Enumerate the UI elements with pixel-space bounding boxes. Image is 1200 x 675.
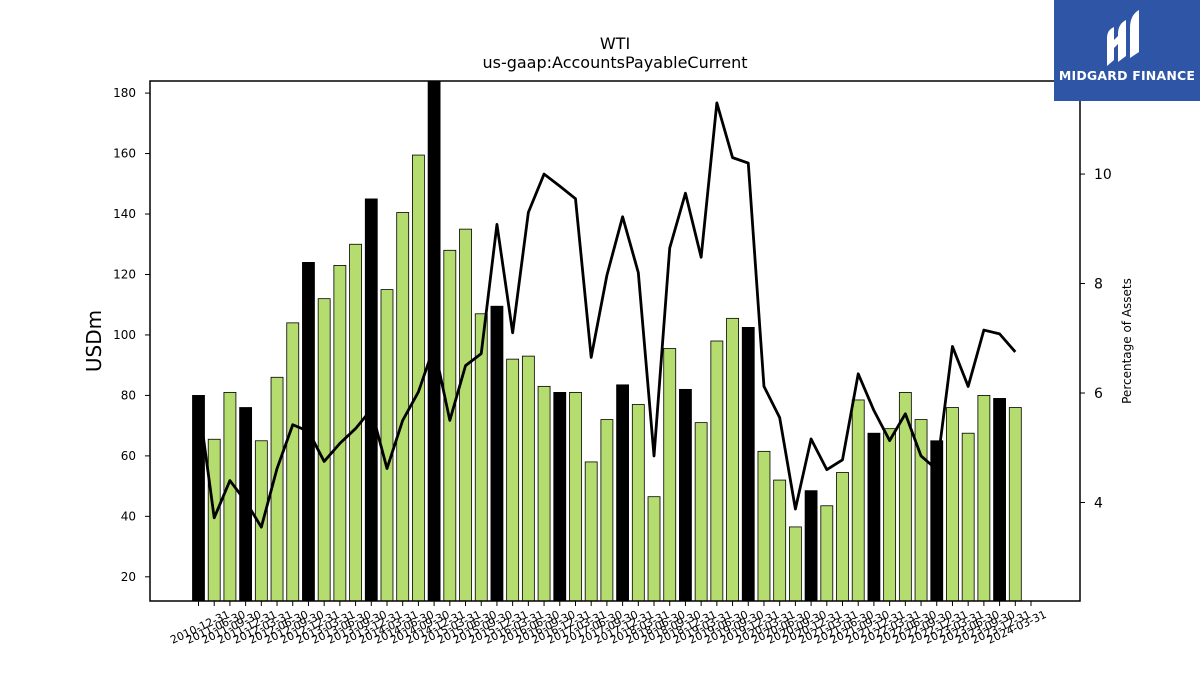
bar [286, 322, 300, 601]
bar [726, 317, 739, 601]
bar [584, 461, 598, 601]
bar [1008, 407, 1022, 601]
bar [537, 385, 551, 601]
bar [757, 450, 771, 601]
y-tick-label: 20 [121, 570, 136, 584]
midgard-logo-icon [1107, 10, 1139, 66]
y-tick-label: 60 [121, 449, 136, 463]
bar [883, 428, 897, 601]
bar [427, 81, 441, 601]
bar [553, 391, 567, 601]
bar [474, 313, 488, 601]
bars-layer [192, 81, 1022, 601]
chart-title: WTI [600, 34, 630, 53]
bar [192, 395, 205, 601]
bar [223, 391, 237, 601]
bar [663, 348, 677, 601]
bar [333, 265, 347, 601]
y-tick-label: 100 [113, 328, 136, 342]
y-tick-label: 160 [113, 147, 136, 161]
bar [459, 228, 472, 601]
y-tick-label: 40 [121, 509, 136, 523]
bar [993, 398, 1006, 601]
y2-tick-label: 6 [1094, 386, 1103, 402]
bar [867, 432, 881, 601]
bar [490, 305, 504, 601]
bar [443, 249, 457, 601]
y-tick-label: 180 [113, 86, 136, 100]
bar [600, 419, 614, 601]
bar [616, 384, 629, 601]
bar [710, 340, 724, 601]
bar [380, 289, 394, 601]
bar [773, 479, 787, 601]
bar [836, 472, 849, 601]
percentage-line [197, 101, 1017, 529]
y-tick-label: 120 [113, 267, 136, 281]
bar [679, 388, 692, 601]
bar [851, 399, 865, 601]
chart-subtitle: us-gaap:AccountsPayableCurrent [482, 53, 747, 72]
bar [946, 407, 959, 601]
bar [317, 298, 331, 601]
bar [898, 391, 912, 601]
y2-tick-label: 4 [1094, 495, 1103, 511]
bar [396, 212, 410, 601]
brand-name: MIDGARD FINANCE [1058, 68, 1196, 83]
y-axis-label: USDm [82, 310, 106, 372]
bar [914, 419, 928, 601]
bar [521, 355, 535, 601]
bar [364, 198, 378, 601]
bar [569, 391, 582, 601]
bar [694, 422, 708, 601]
bar [804, 490, 818, 601]
bar [977, 395, 991, 601]
bar [506, 358, 520, 601]
line-layer [197, 101, 1017, 529]
y2-tick-label: 8 [1094, 277, 1103, 293]
bar [741, 326, 755, 601]
bar [820, 505, 834, 601]
bar [788, 526, 802, 601]
bar [647, 496, 661, 601]
bar [961, 432, 975, 601]
y-tick-label: 80 [121, 388, 136, 402]
brand-logo: MIDGARD FINANCE [1054, 0, 1200, 101]
y2-tick-label: 10 [1094, 167, 1112, 183]
y2-axis-label: Percentage of Assets [1120, 278, 1134, 404]
bar [631, 404, 645, 601]
bar [239, 407, 253, 601]
y-tick-label: 140 [113, 207, 136, 221]
plot-frame [149, 80, 1081, 602]
bar [207, 438, 221, 601]
